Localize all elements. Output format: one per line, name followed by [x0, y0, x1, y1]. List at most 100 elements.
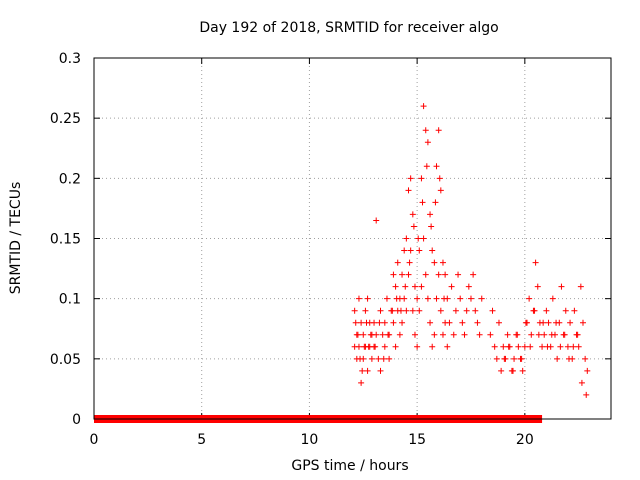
data-point	[419, 199, 426, 206]
data-point	[418, 283, 425, 290]
data-point	[358, 319, 365, 326]
data-point	[575, 343, 582, 350]
data-point	[548, 331, 555, 338]
data-point	[545, 319, 552, 326]
y-tick-label: 0.05	[50, 352, 81, 368]
data-point	[474, 319, 481, 326]
data-point	[472, 307, 479, 314]
data-point	[422, 271, 429, 278]
data-point	[411, 283, 418, 290]
data-point	[557, 343, 564, 350]
y-axis-label: SRMTID / TECUs	[8, 182, 24, 295]
data-point	[489, 307, 496, 314]
data-point	[405, 271, 412, 278]
data-point	[403, 307, 410, 314]
data-point	[373, 217, 380, 224]
data-point	[491, 343, 498, 350]
data-point	[543, 307, 550, 314]
data-point	[428, 223, 435, 230]
data-point	[414, 295, 421, 302]
data-point	[380, 355, 387, 362]
data-point	[375, 355, 382, 362]
data-point	[583, 391, 590, 398]
data-point	[532, 259, 539, 266]
data-point	[435, 127, 442, 134]
data-point	[373, 331, 380, 338]
x-tick-label: 0	[90, 432, 99, 448]
data-point	[539, 343, 546, 350]
data-point	[355, 343, 362, 350]
data-point	[390, 271, 397, 278]
y-tick-labels: 0 0.05 0.1 0.15 0.2 0.25 0.3	[50, 51, 81, 428]
data-point	[444, 343, 451, 350]
data-point	[410, 223, 417, 230]
data-point	[390, 319, 397, 326]
data-point	[504, 331, 511, 338]
y-tick-label: 0.2	[59, 171, 81, 187]
data-point	[518, 355, 525, 362]
data-point	[431, 259, 438, 266]
data-point	[433, 295, 440, 302]
data-point	[476, 331, 483, 338]
data-point	[519, 367, 526, 374]
data-point	[431, 331, 438, 338]
data-point	[401, 295, 408, 302]
data-point	[574, 331, 581, 338]
data-point	[389, 307, 396, 314]
data-point	[435, 271, 442, 278]
data-point	[463, 307, 470, 314]
data-point	[377, 367, 384, 374]
data-point	[577, 283, 584, 290]
data-point	[442, 271, 449, 278]
data-point	[368, 355, 375, 362]
data-point	[579, 319, 586, 326]
data-point	[544, 343, 551, 350]
data-point	[360, 331, 367, 338]
data-point	[521, 343, 528, 350]
data-point	[416, 247, 423, 254]
data-point	[429, 343, 436, 350]
data-point	[514, 331, 521, 338]
data-point	[432, 199, 439, 206]
data-point	[363, 319, 370, 326]
data-point	[522, 319, 529, 326]
data-point	[364, 367, 371, 374]
y-tick-label: 0.1	[59, 292, 81, 308]
data-point	[420, 235, 427, 242]
data-point	[418, 175, 425, 182]
data-point	[511, 355, 518, 362]
data-point	[351, 307, 358, 314]
data-point	[515, 343, 522, 350]
data-point	[427, 319, 434, 326]
data-point	[561, 331, 568, 338]
data-point	[584, 367, 591, 374]
data-point	[554, 355, 561, 362]
data-point	[487, 331, 494, 338]
data-point	[407, 175, 414, 182]
data-point	[436, 175, 443, 182]
data-point	[433, 163, 440, 170]
data-point	[467, 295, 474, 302]
data-point	[381, 343, 388, 350]
data-point	[355, 295, 362, 302]
data-point	[372, 343, 379, 350]
data-point	[495, 319, 502, 326]
data-point	[397, 307, 404, 314]
data-point	[386, 355, 393, 362]
data-point	[578, 379, 585, 386]
data-point	[383, 295, 390, 302]
data-point	[396, 331, 403, 338]
data-point	[505, 343, 512, 350]
data-point	[416, 307, 423, 314]
data-point	[452, 307, 459, 314]
data-point	[540, 319, 547, 326]
data-point	[377, 307, 384, 314]
data-point	[553, 319, 560, 326]
grid-lines	[94, 58, 611, 419]
data-point	[359, 367, 366, 374]
data-point	[549, 295, 556, 302]
x-tick-label: 10	[301, 432, 319, 448]
data-point	[352, 319, 359, 326]
data-point	[582, 355, 589, 362]
